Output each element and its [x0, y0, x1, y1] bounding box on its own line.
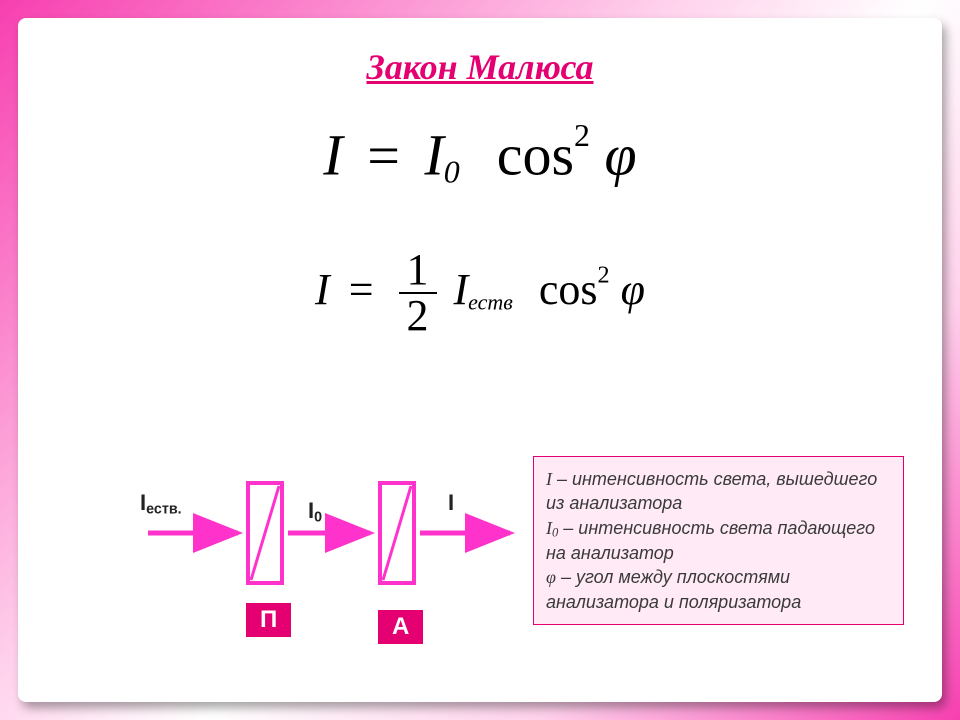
eq1-rhs-sub: 0	[444, 155, 460, 190]
eq1-expo: 2	[574, 118, 590, 153]
eq2-lhs: I	[315, 265, 330, 314]
eq1-lhs: I	[323, 123, 342, 188]
legend-box: I – интенсивность света, вышедшего из ан…	[533, 456, 904, 625]
equation-main: I = I0 cos2 φ	[18, 118, 942, 191]
eq2-expo: 2	[598, 261, 610, 288]
diagram-svg	[138, 458, 538, 658]
eq1-phi: φ	[605, 123, 637, 188]
fraction-half: 1 2	[399, 248, 437, 340]
optics-diagram: Iеств. I0 I П А	[138, 458, 538, 658]
legend-line-2: I0 – интенсивность света падающего на ан…	[546, 516, 891, 566]
analyzer-plate	[380, 483, 414, 583]
content-card: Закон Малюса I = I0 cos2 φ I = 1 2 Iеств…	[18, 18, 942, 702]
eq2-rhs-sub: еств	[468, 290, 513, 315]
polarizer-plate	[248, 483, 282, 583]
eq2-rhs-I: I	[454, 265, 469, 314]
eq2-equals: =	[341, 265, 382, 314]
legend-line-3: φ – угол между плоскостями анализатора и…	[546, 565, 891, 614]
label-I-natural: Iеств.	[140, 490, 182, 518]
page-title: Закон Малюса	[18, 46, 942, 88]
polarizer-label: П	[246, 603, 291, 637]
equation-secondary: I = 1 2 Iеств cos2 φ	[18, 248, 942, 340]
eq2-phi: φ	[621, 265, 645, 314]
analyzer-label: А	[378, 610, 423, 644]
label-I0: I0	[308, 498, 322, 526]
gradient-background: Закон Малюса I = I0 cos2 φ I = 1 2 Iеств…	[0, 0, 960, 720]
eq1-cos: cos	[497, 123, 574, 188]
legend-line-1: I – интенсивность света, вышедшего из ан…	[546, 467, 891, 516]
label-I-output: I	[448, 490, 454, 516]
eq1-rhs-I: I	[424, 123, 443, 188]
frac-num: 1	[399, 248, 437, 294]
eq2-cos: cos	[539, 265, 598, 314]
eq1-equals: =	[357, 123, 410, 188]
frac-den: 2	[399, 294, 437, 340]
